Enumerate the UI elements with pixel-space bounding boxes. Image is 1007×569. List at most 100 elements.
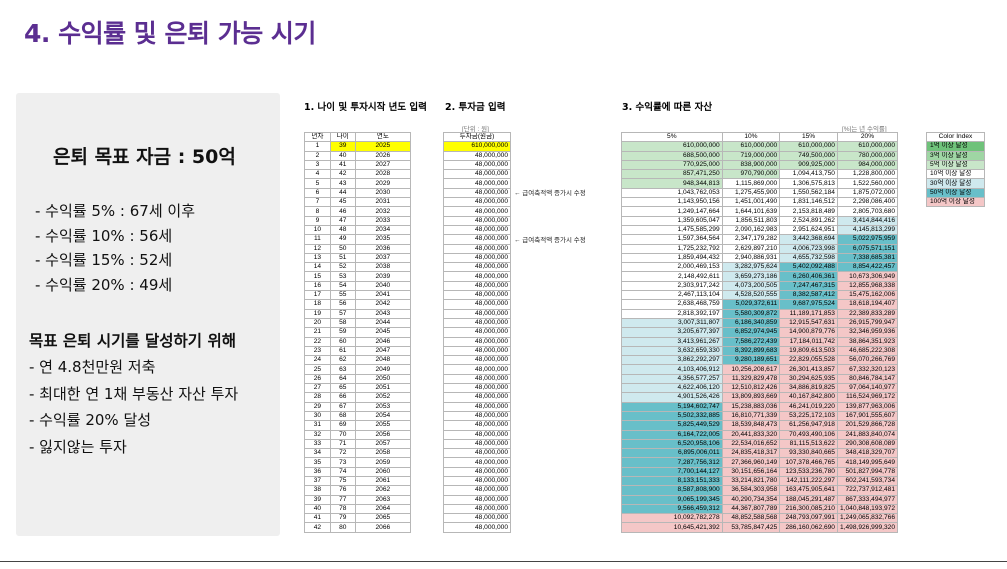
table-row: 2,818,392,197 5,580,309,872 11,189,171,853… (621, 308, 899, 319)
asset-cell: 81,115,513,622 (779, 438, 838, 450)
table-row: 19 57 2043 (304, 308, 412, 319)
asset-cell: 909,925,000 (779, 159, 838, 171)
table-row: 48,000,000 (443, 475, 511, 487)
table-row: 48,000,000 (443, 224, 511, 236)
asset-cell: 56,070,266,769 (836, 355, 899, 366)
asset-cell: 4,901,526,426 (621, 392, 723, 403)
year-cell: 78 (329, 503, 356, 515)
asset-cell: 3,632,659,330 (621, 345, 723, 357)
asset-cell: 36,584,303,958 (721, 485, 781, 496)
year-cell: 48 (329, 224, 356, 236)
year-cell: 2027 (354, 159, 412, 171)
asset-cell: 1,275,455,900 (721, 187, 781, 199)
invest-table: 투자금(원금) 610,000,000 48,000,000 48,000,000 4… (443, 131, 511, 533)
asset-cell: 3,007,311,807 (621, 317, 723, 329)
asset-cell: 3,659,273,186 (721, 271, 781, 282)
legend-row: 30억 이상 달성 (926, 178, 985, 189)
table-row: 2,467,113,104 4,528,520,555 8,382,587,412 1… (621, 290, 899, 301)
asset-cell: 770,925,000 (621, 159, 723, 171)
asset-cell: 610,000,000 (836, 141, 899, 152)
invest-cell: 48,000,000 (443, 355, 511, 366)
table-row: 48,000,000 (443, 522, 511, 533)
asset-cell: 2,638,468,759 (621, 299, 723, 310)
asset-cell: 1,249,147,664 (621, 206, 723, 217)
asset-cell: 22,534,016,652 (721, 438, 781, 450)
invest-cell: 48,000,000 (443, 308, 511, 319)
year-cell: 60 (329, 336, 356, 347)
table-row: 1,475,585,299 2,090,162,983 2,951,624,951 4… (621, 224, 899, 236)
asset-cell: 2,524,891,262 (779, 215, 838, 226)
invest-cell: 48,000,000 (443, 159, 511, 171)
table-row: 3,862,292,297 9,280,189,651 22,829,055,528… (621, 355, 899, 366)
invest-cell: 48,000,000 (443, 169, 511, 180)
table-row: 48,000,000 (443, 392, 511, 403)
table-row: 48,000,000 (443, 243, 511, 254)
year-cell: 17 (304, 290, 331, 301)
year-cell: 42 (329, 169, 356, 180)
header-cell: 투자금(원금) (443, 131, 511, 143)
asset-cell: 2,629,897,210 (721, 243, 781, 254)
assets-body: 610,000,000 610,000,000 610,000,000 610,000… (621, 141, 899, 533)
year-cell: 2063 (354, 494, 412, 505)
table-row: 5 43 2029 (304, 178, 412, 189)
table-row: 4 42 2028 (304, 169, 412, 180)
legend-item: 100억 이상 달성 (926, 197, 985, 208)
year-cell: 2036 (354, 243, 412, 254)
table-row: 2,148,492,611 3,659,273,186 6,260,406,361 1… (621, 271, 899, 282)
table-row: 48,000,000 (443, 438, 511, 450)
header-cell: 10% (721, 131, 781, 143)
invest-cell: 48,000,000 (443, 317, 511, 329)
table-row: 15 53 2039 (304, 271, 412, 282)
table-row: 6,164,722,005 20,441,833,320 70,493,490,10… (621, 429, 899, 440)
invest-cell: 48,000,000 (443, 271, 511, 282)
table-row: 33 71 2057 (304, 438, 412, 450)
invest-cell: 48,000,000 (443, 197, 511, 208)
header-cell: 나이 (329, 131, 356, 143)
asset-cell: 93,330,840,665 (779, 448, 838, 459)
table-row: 3,007,311,807 6,186,340,859 12,915,547,631… (621, 317, 899, 329)
table-row: 5,825,449,529 18,539,848,473 61,256,947,91… (621, 420, 899, 431)
asset-cell: 67,332,320,123 (836, 364, 899, 375)
year-cell: 25 (304, 364, 331, 375)
asset-cell: 3,413,961,267 (621, 336, 723, 347)
asset-cell: 61,256,947,918 (779, 420, 838, 431)
asset-cell: 107,378,466,765 (779, 457, 838, 468)
table-row: 8 46 2032 (304, 206, 412, 217)
table-row: 48,000,000 (443, 197, 511, 208)
table-row: 37 75 2061 (304, 475, 412, 487)
invest-cell: 48,000,000 (443, 345, 511, 357)
asset-cell: 610,000,000 (779, 141, 838, 152)
legend-row: 3억 이상 달성 (926, 150, 985, 161)
asset-cell: 2,298,086,400 (836, 197, 899, 208)
table-row: 20 58 2044 (304, 317, 412, 329)
asset-cell: 116,524,969,172 (836, 392, 899, 403)
table-row: 23 61 2047 (304, 345, 412, 357)
legend-row: 1억 이상 달성 (926, 141, 985, 152)
year-cell: 31 (304, 420, 331, 431)
year-cell: 33 (304, 438, 331, 450)
years-body: 1 39 2025 2 40 2026 3 41 2027 4 42 2028 5 43 2029 6 44 20… (304, 141, 412, 533)
asset-cell: 5,029,372,611 (721, 299, 781, 310)
asset-cell: 4,655,732,598 (779, 252, 838, 264)
year-cell: 32 (304, 429, 331, 440)
year-cell: 1 (304, 141, 331, 152)
asset-cell: 16,810,771,339 (721, 410, 781, 422)
year-cell: 76 (329, 485, 356, 496)
asset-cell: 4,145,813,299 (836, 224, 899, 236)
year-cell: 2055 (354, 420, 412, 431)
year-cell: 2033 (354, 215, 412, 226)
asset-cell: 46,241,019,220 (779, 401, 838, 412)
year-cell: 28 (304, 392, 331, 403)
asset-cell: 688,500,000 (621, 150, 723, 161)
asset-cell: 348,418,329,707 (836, 448, 899, 459)
legend-row: 100억 이상 달성 (926, 197, 985, 208)
table-row: 21 59 2045 (304, 327, 412, 338)
year-cell: 63 (329, 364, 356, 375)
invest-cell: 48,000,000 (443, 429, 511, 440)
asset-cell: 722,737,912,481 (836, 485, 899, 496)
table-row: 1,143,950,156 1,451,001,490 1,831,146,512 2… (621, 197, 899, 208)
asset-cell: 610,000,000 (721, 141, 781, 152)
table-row: 3 41 2027 (304, 159, 412, 171)
asset-cell: 1,644,101,639 (721, 206, 781, 217)
year-cell: 59 (329, 327, 356, 338)
